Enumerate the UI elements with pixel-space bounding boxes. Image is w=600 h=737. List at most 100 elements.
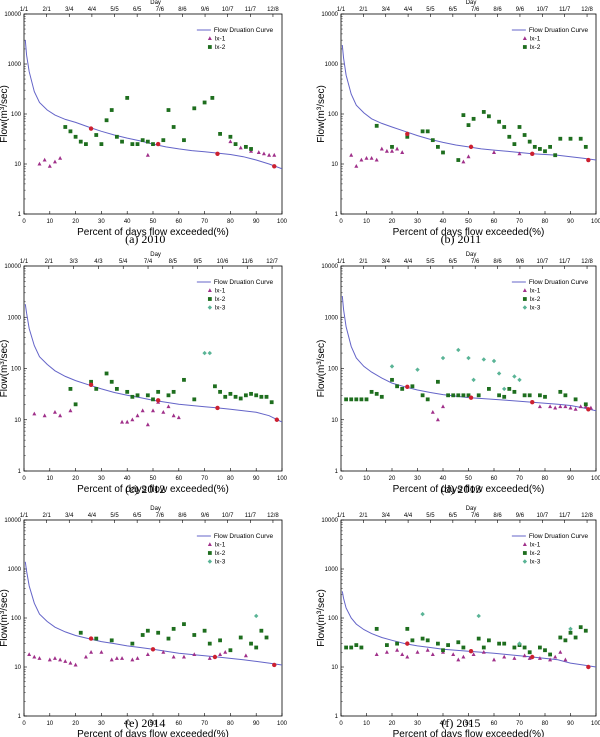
lx-1-point: [161, 409, 166, 414]
legend-lx-1-swatch: [522, 36, 527, 40]
x-tick-label: 40: [124, 721, 131, 727]
top-tick-label: 12/8: [581, 7, 593, 13]
x-tick-label: 30: [414, 476, 421, 482]
lx-1-point: [47, 657, 52, 662]
top-axis-label: Day: [150, 252, 161, 258]
lx-2-point: [73, 402, 78, 407]
lx-2-point: [166, 108, 171, 112]
lx-1-point: [471, 652, 476, 656]
top-tick-label: 1/1: [20, 513, 29, 519]
lx-2-point: [78, 630, 83, 635]
lx-2-point: [109, 108, 114, 112]
curve-quartile-marker: [586, 407, 591, 412]
lx-3-point: [440, 355, 446, 361]
lx-2-point: [487, 114, 491, 119]
plot-area: [24, 304, 282, 427]
lx-2-point: [94, 386, 99, 391]
lx-2-point: [94, 636, 99, 641]
lx-1-point: [192, 652, 197, 656]
lx-3-point: [517, 377, 522, 383]
legend-lx-1-swatch: [207, 542, 212, 546]
legend-lx-2-swatch: [522, 297, 527, 301]
y-tick-label: 10000: [321, 518, 338, 524]
top-tick-label: 10/7: [222, 7, 234, 13]
x-tick-label: 100: [277, 476, 288, 482]
lx-2-point: [364, 397, 369, 402]
lx-1-point: [354, 163, 359, 168]
top-tick-label: 1/1: [337, 7, 346, 13]
legend-lx-2-swatch: [207, 551, 212, 555]
lx-2-point: [130, 641, 135, 646]
lx-2-point: [395, 641, 399, 646]
lx-2-point: [400, 386, 405, 391]
lx-2-point: [109, 638, 114, 643]
lx-2-point: [461, 393, 466, 398]
lx-2-point: [89, 379, 93, 384]
x-tick-label: 60: [491, 721, 498, 727]
lx-1-point: [349, 152, 354, 157]
lx-2-point: [430, 138, 435, 143]
top-tick-label: 5/5: [110, 513, 119, 519]
y-tick-label: 100: [328, 112, 339, 118]
y-tick-label: 1: [335, 714, 339, 720]
top-tick-label: 2/1: [42, 513, 51, 519]
x-tick-label: 60: [175, 476, 182, 482]
lx-1-point: [58, 413, 63, 418]
lx-1-point: [261, 151, 266, 156]
x-tick-label: 20: [72, 476, 79, 482]
lx-1-point: [558, 649, 563, 654]
top-tick-label: 8/6: [493, 7, 502, 13]
x-tick-label: 80: [227, 721, 234, 727]
lx-2-point: [359, 645, 364, 650]
lx-1-point: [374, 157, 379, 162]
lx-2-point: [558, 136, 563, 141]
lx-2-point: [471, 116, 476, 121]
lx-3-point: [502, 386, 507, 392]
lx-1-point: [135, 656, 140, 660]
lx-2-point: [374, 391, 379, 396]
legend-label: lx-2: [530, 550, 541, 557]
lx-2-point: [456, 640, 461, 645]
top-tick-label: 12/7: [266, 259, 278, 265]
lx-1-point: [207, 656, 212, 660]
lx-2-point: [425, 638, 430, 643]
y-tick-label: 1000: [8, 567, 22, 573]
lx-2-point: [548, 652, 552, 657]
top-axis-label: Day: [150, 506, 161, 512]
x-tick-label: 20: [389, 476, 396, 482]
top-tick-label: 7/6: [471, 513, 480, 519]
x-tick-label: 10: [46, 219, 53, 225]
curve-quartile-marker: [274, 417, 280, 422]
lx-1-point: [451, 652, 456, 656]
top-tick-label: 1/1: [20, 7, 29, 13]
curve-quartile-marker: [88, 382, 94, 388]
lx-2-point: [99, 142, 104, 147]
legend-lx-3-swatch: [207, 305, 213, 310]
lx-2-point: [436, 379, 440, 384]
lx-2-point: [344, 645, 348, 650]
x-axis-label: Percent of days flow exceeded(%): [77, 484, 229, 495]
lx-2-point: [243, 144, 248, 149]
x-tick-label: 20: [389, 219, 396, 225]
top-tick-label: 10/7: [536, 513, 548, 519]
lx-1-point: [430, 409, 435, 414]
lx-1-point: [140, 408, 145, 413]
y-tick-label: 1000: [325, 315, 339, 321]
lx-2-point: [507, 134, 512, 139]
top-tick-label: 12/8: [581, 259, 593, 265]
top-tick-label: 3/4: [65, 513, 74, 519]
top-tick-label: 8/6: [493, 513, 502, 519]
lx-1-point: [120, 419, 125, 424]
lx-2-point: [125, 95, 130, 100]
top-tick-label: 4/4: [88, 513, 97, 519]
legend-label: lx-1: [530, 36, 541, 43]
x-tick-label: 40: [124, 219, 131, 225]
lx-2-point: [233, 394, 238, 399]
top-tick-label: 11/6: [242, 259, 254, 265]
lx-1-point: [161, 649, 166, 654]
y-tick-label: 10000: [4, 264, 21, 270]
legend-label: Flow Druation Curve: [214, 27, 274, 34]
x-tick-label: 80: [542, 219, 549, 225]
lx-1-point: [223, 649, 228, 654]
lx-1-point: [364, 156, 369, 160]
